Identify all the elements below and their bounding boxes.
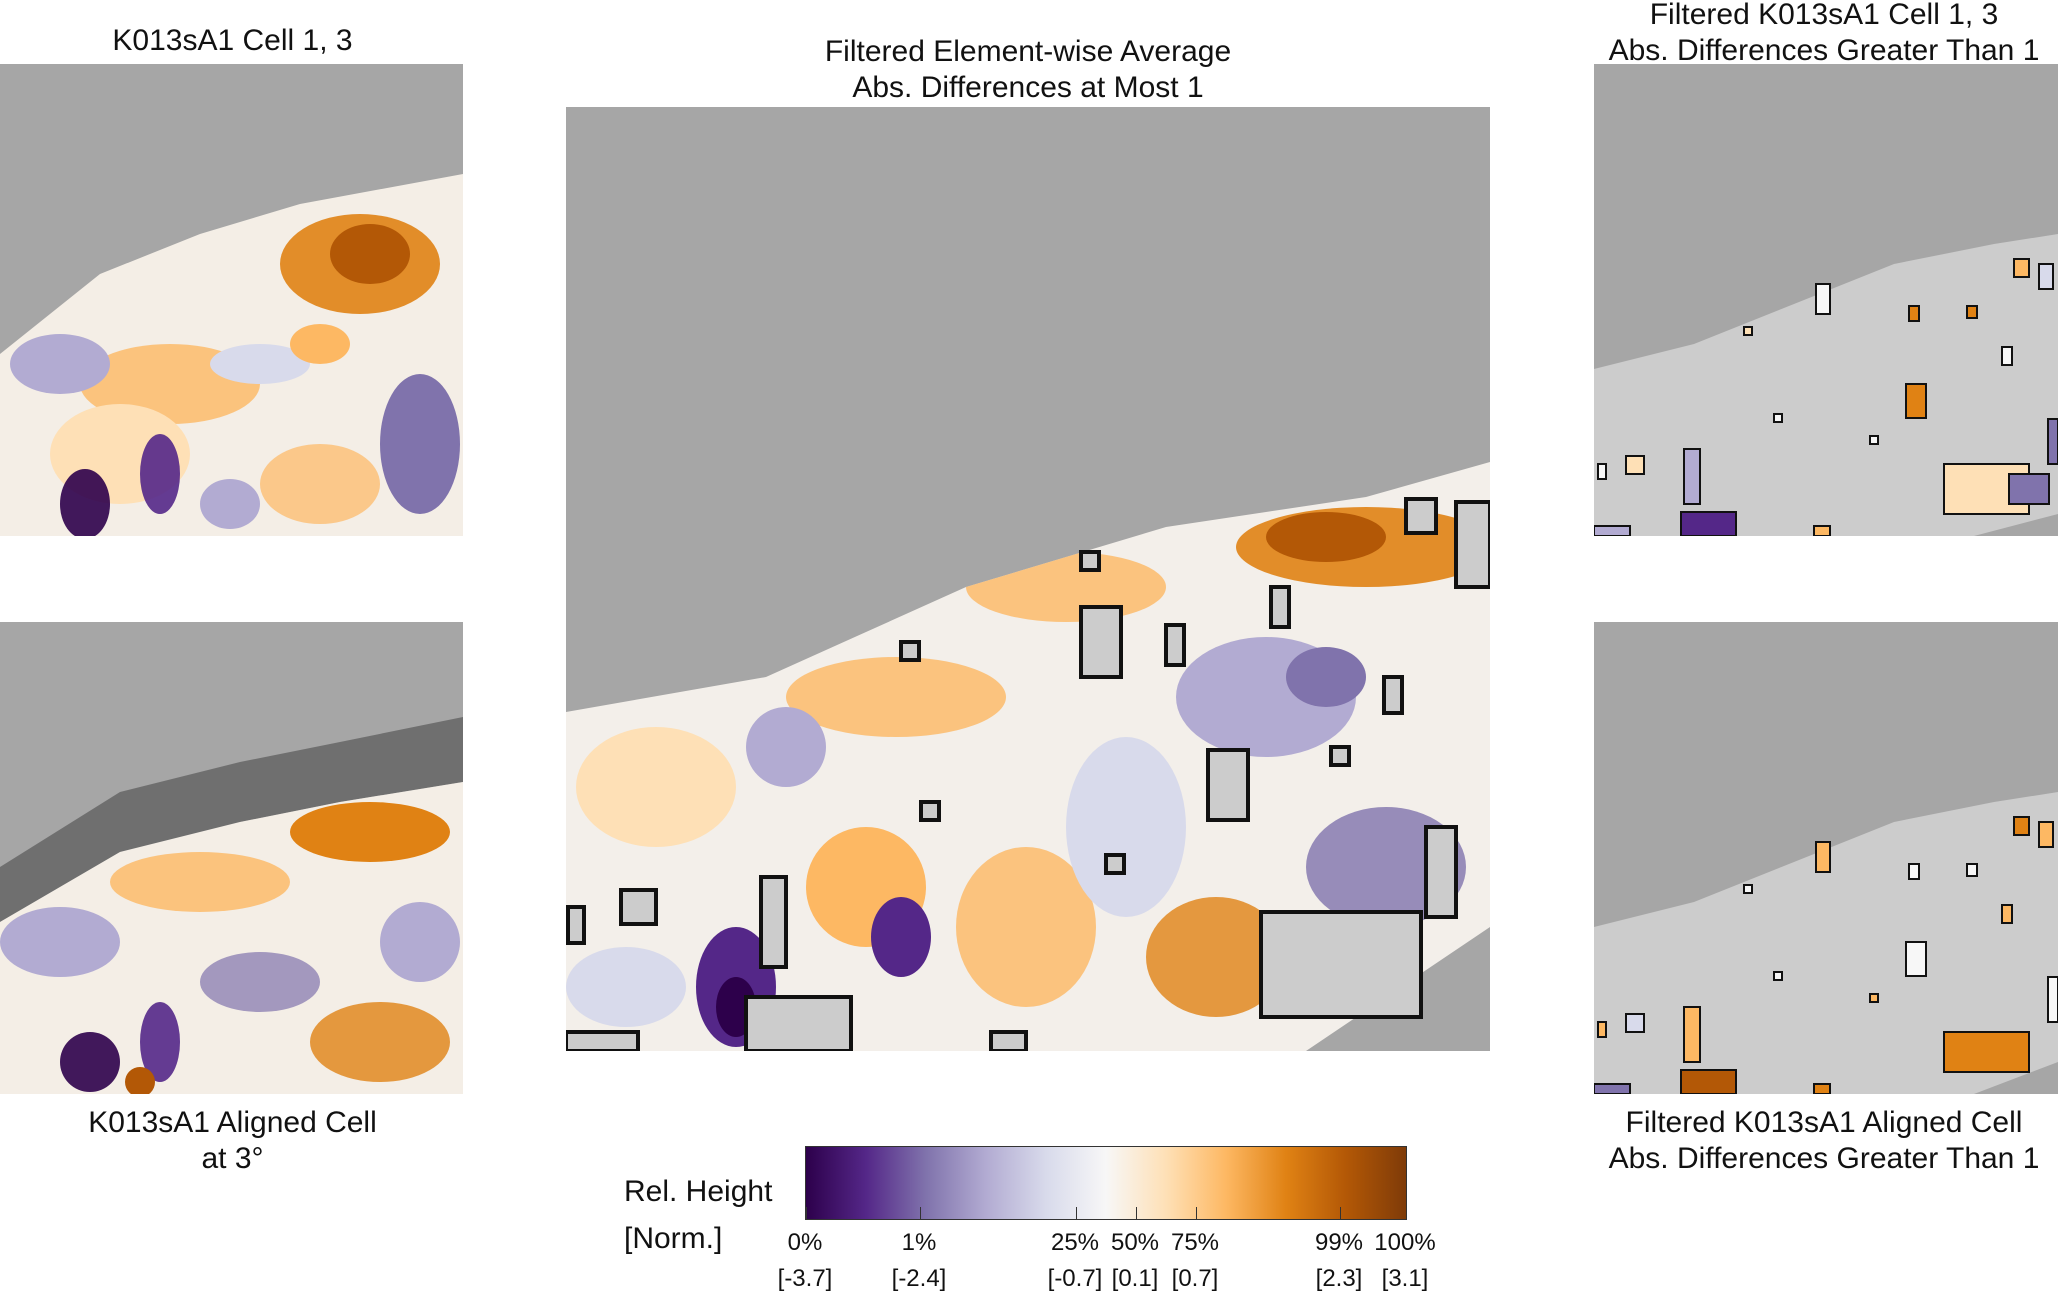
shift-band: [0, 717, 463, 922]
colorbar-tick-value: [-2.4]: [891, 1265, 947, 1292]
bottom-left-surface-svg: [0, 622, 463, 1094]
title-line: K013sA1 Aligned Cell: [88, 1106, 377, 1139]
title-line: Abs. Differences Greater Than 1: [1608, 1142, 2040, 1175]
colorbar-tick: 100% [3.1]: [1374, 1225, 1435, 1297]
center-surface-svg: [566, 107, 1490, 1051]
colorbar-tick-value: [-0.7]: [1047, 1265, 1103, 1292]
top-left-surface-map: [0, 64, 463, 536]
colorbar-tick-percent: 1%: [901, 1229, 937, 1256]
colorbar-tick-value: [3.1]: [1381, 1265, 1429, 1292]
colorbar-tick: 0% [-3.7]: [778, 1225, 833, 1297]
top-left-surface-svg: [0, 64, 463, 536]
filtered-region: [1594, 234, 2058, 536]
colorbar-tick: 25% [-0.7]: [1048, 1225, 1103, 1297]
center-title: Filtered Element-wise Average Abs. Diffe…: [566, 34, 1490, 106]
title-line: K013sA1 Cell 1, 3: [112, 24, 353, 57]
colorbar-units: [Norm.]: [624, 1222, 723, 1255]
filtered-region: [1594, 792, 2058, 1094]
height-field: [0, 782, 463, 1094]
colorbar-tick-mark: [920, 1207, 921, 1219]
colorbar-tick-percent: 100%: [1374, 1229, 1436, 1256]
colorbar-tick-value: [2.3]: [1315, 1265, 1363, 1292]
outlier-patches: [1594, 258, 2058, 536]
colorbar-gradient: [805, 1146, 1407, 1220]
colorbar-tick-percent: 25%: [1050, 1229, 1100, 1256]
colorbar-tick-mark: [1340, 1207, 1341, 1219]
colorbar-label: Rel. Height: [624, 1175, 773, 1208]
colorbar-tick-mark: [1406, 1207, 1407, 1219]
bottom-right-title: Filtered K013sA1 Aligned Cell Abs. Diffe…: [1590, 1105, 2058, 1177]
outlier-patches: [1594, 816, 2058, 1094]
top-left-title: K013sA1 Cell 1, 3: [0, 23, 465, 59]
colorbar-tick-mark: [1196, 1207, 1197, 1219]
colorbar-tick: 75% [0.7]: [1171, 1225, 1219, 1297]
title-line: Abs. Differences at Most 1: [852, 71, 1204, 104]
colorbar-ticks: 0% [-3.7] 1% [-2.4] 25% [-0.7] 50% [0.1] 75% [0.7…: [778, 1225, 1436, 1292]
colorbar-tick-percent: 75%: [1170, 1229, 1220, 1256]
excluded-region-outlines: [566, 497, 1490, 1051]
top-right-surface-map: [1594, 64, 2058, 536]
colorbar-tick-mark: [806, 1207, 807, 1219]
colorbar-tick-percent: 0%: [787, 1229, 823, 1256]
center-surface-map: [566, 107, 1490, 1051]
title-line: Filtered K013sA1 Cell 1, 3: [1649, 0, 1999, 31]
bottom-left-surface-map: [0, 622, 463, 1094]
colorbar-tick-value: [-3.7]: [777, 1265, 833, 1292]
colorbar-tick-percent: 99%: [1314, 1229, 1364, 1256]
colorbar-tick-mark: [1136, 1207, 1137, 1219]
bottom-left-title: K013sA1 Aligned Cell at 3°: [0, 1105, 465, 1177]
colorbar-tick-mark: [1076, 1207, 1077, 1219]
bottom-right-surface-map: [1594, 622, 2058, 1094]
colorbar-tick-percent: 50%: [1110, 1229, 1160, 1256]
title-line: Filtered K013sA1 Aligned Cell: [1625, 1106, 2023, 1139]
title-line: Filtered Element-wise Average: [824, 35, 1232, 68]
title-line: at 3°: [201, 1142, 264, 1175]
colorbar-tick: 99% [2.3]: [1315, 1225, 1363, 1297]
colorbar-tick-value: [0.1]: [1111, 1265, 1159, 1292]
top-right-title: Filtered K013sA1 Cell 1, 3 Abs. Differen…: [1590, 0, 2058, 69]
colorbar-tick: 50% [0.1]: [1111, 1225, 1159, 1297]
colorbar-tick-value: [0.7]: [1171, 1265, 1219, 1292]
colorbar-tick: 1% [-2.4]: [892, 1225, 947, 1297]
title-line: Abs. Differences Greater Than 1: [1608, 34, 2040, 67]
bottom-right-surface-svg: [1594, 622, 2058, 1094]
top-right-surface-svg: [1594, 64, 2058, 536]
